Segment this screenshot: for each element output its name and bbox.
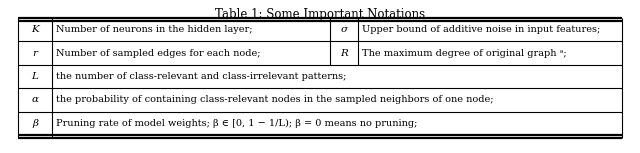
Text: β: β — [32, 119, 38, 128]
Text: α: α — [31, 95, 38, 104]
Text: Pruning rate of model weights; β ∈ [0, 1 − 1/L); β = 0 means no pruning;: Pruning rate of model weights; β ∈ [0, 1… — [56, 119, 417, 128]
Text: R: R — [340, 49, 348, 58]
Text: The maximum degree of original graph ᵊ;: The maximum degree of original graph ᵊ; — [362, 49, 566, 58]
Text: K: K — [31, 25, 39, 34]
Text: Table 1: Some Important Notations: Table 1: Some Important Notations — [215, 8, 425, 21]
Text: Upper bound of additive noise in input features;: Upper bound of additive noise in input f… — [362, 25, 600, 34]
Text: L: L — [31, 72, 38, 81]
Text: the probability of containing class-relevant nodes in the sampled neighbors of o: the probability of containing class-rele… — [56, 95, 493, 104]
Text: Number of sampled edges for each node;: Number of sampled edges for each node; — [56, 49, 260, 58]
Text: r: r — [33, 49, 38, 58]
Text: σ: σ — [340, 25, 348, 34]
Text: Number of neurons in the hidden layer;: Number of neurons in the hidden layer; — [56, 25, 253, 34]
Text: the number of class-relevant and class-irrelevant patterns;: the number of class-relevant and class-i… — [56, 72, 346, 81]
